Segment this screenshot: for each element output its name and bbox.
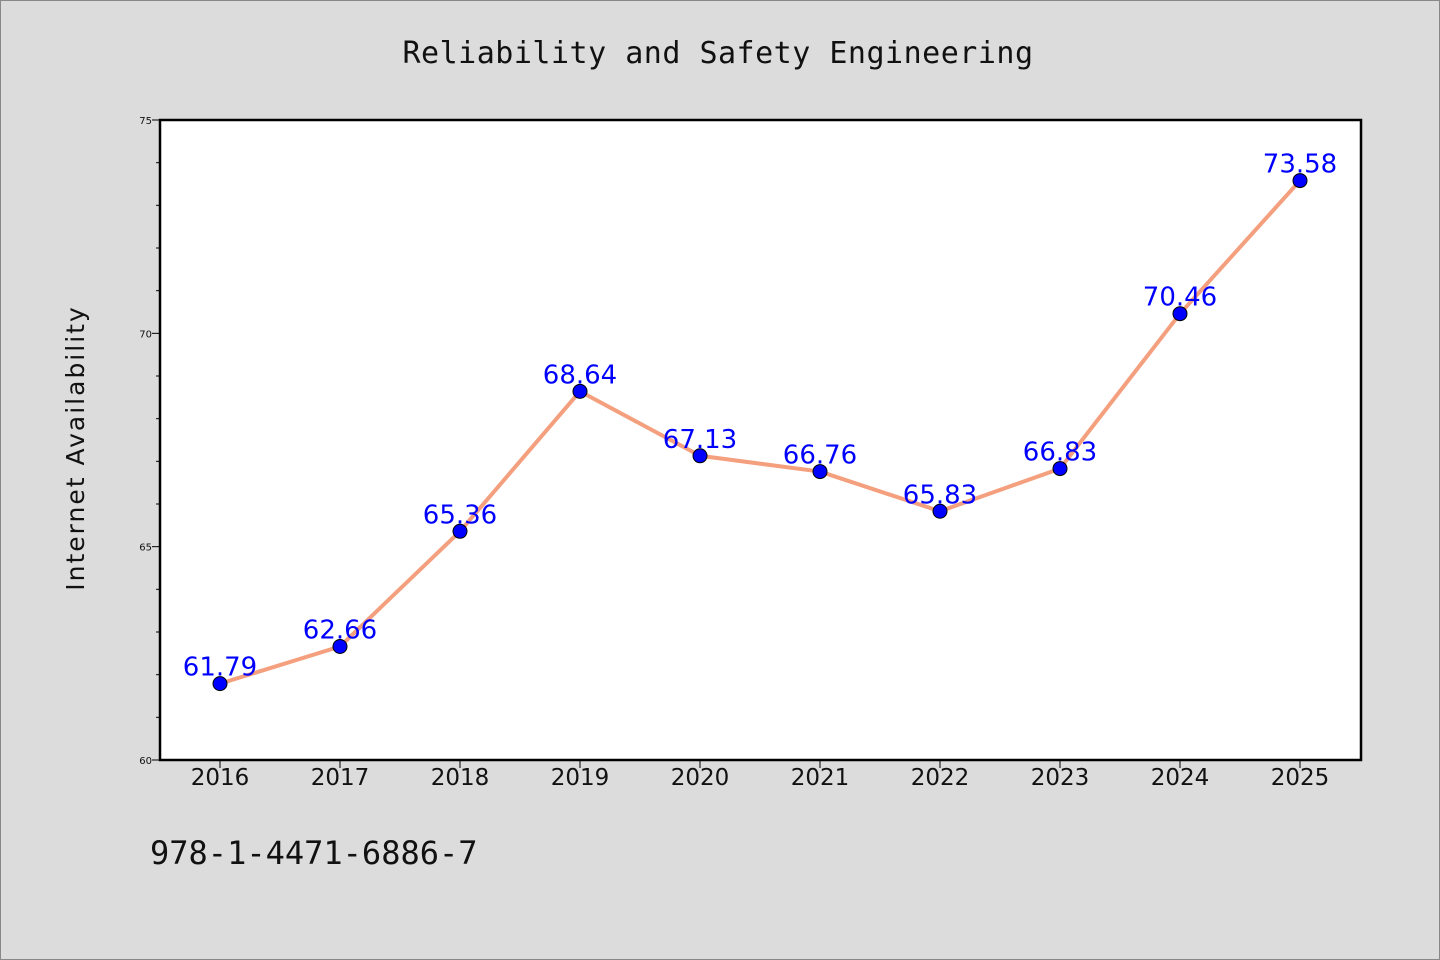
data-point bbox=[212, 676, 228, 692]
data-point bbox=[1172, 306, 1188, 322]
data-label: 68.64 bbox=[543, 360, 617, 390]
isbn-label: 978-1-4471-6886-7 bbox=[150, 834, 478, 872]
data-label: 62.66 bbox=[303, 616, 377, 646]
x-tick-label: 2025 bbox=[1271, 765, 1330, 791]
x-tick-label: 2020 bbox=[671, 765, 730, 791]
data-label: 66.83 bbox=[1023, 438, 1097, 468]
data-label: 67.13 bbox=[663, 425, 737, 455]
data-point bbox=[572, 383, 588, 399]
x-tick-label: 2022 bbox=[911, 765, 970, 791]
x-tick-label: 2017 bbox=[311, 765, 370, 791]
data-point bbox=[812, 464, 828, 480]
y-tick-label: 75 bbox=[139, 116, 152, 127]
data-point bbox=[452, 523, 468, 539]
plot-border bbox=[158, 118, 1363, 762]
x-tick-label: 2019 bbox=[551, 765, 610, 791]
x-tick-label: 2021 bbox=[791, 765, 850, 791]
data-label: 65.83 bbox=[903, 480, 977, 510]
series-group bbox=[212, 173, 1308, 692]
data-label: 73.58 bbox=[1263, 150, 1337, 180]
data-point bbox=[1292, 173, 1308, 189]
data-label: 65.36 bbox=[423, 500, 497, 530]
data-label: 66.76 bbox=[783, 441, 857, 471]
y-tick-label: 70 bbox=[139, 329, 152, 340]
data-point bbox=[332, 639, 348, 655]
axis-ticks: 60 65 70 75 2016 2017 2018 2019 2020 2021 2022 2023… bbox=[139, 116, 1329, 791]
x-tick-label: 2018 bbox=[431, 765, 490, 791]
chart-title: Reliability and Safety Engineering bbox=[402, 36, 1033, 71]
data-label: 70.46 bbox=[1143, 283, 1217, 313]
x-tick-label: 2023 bbox=[1031, 765, 1090, 791]
x-tick-label: 2016 bbox=[191, 765, 250, 791]
series-line bbox=[218, 178, 1302, 686]
x-tick-label: 2024 bbox=[1151, 765, 1210, 791]
data-point bbox=[1052, 461, 1068, 477]
data-label: 61.79 bbox=[183, 653, 257, 683]
data-point bbox=[932, 503, 948, 519]
data-point bbox=[692, 448, 708, 464]
y-axis-label: Internet Availability bbox=[61, 305, 90, 590]
plot-area bbox=[160, 120, 1361, 760]
data-labels-group: 61.79 62.66 65.36 68.64 67.13 66.76 65.83 66.83… bbox=[183, 150, 1337, 683]
y-tick-label: 65 bbox=[139, 543, 152, 554]
y-tick-label: 60 bbox=[139, 756, 152, 767]
